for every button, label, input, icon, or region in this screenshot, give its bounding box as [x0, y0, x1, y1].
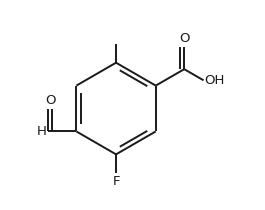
Text: F: F	[112, 175, 120, 188]
Text: O: O	[45, 94, 56, 107]
Text: OH: OH	[205, 74, 225, 87]
Text: O: O	[179, 32, 189, 45]
Text: H: H	[37, 125, 47, 138]
